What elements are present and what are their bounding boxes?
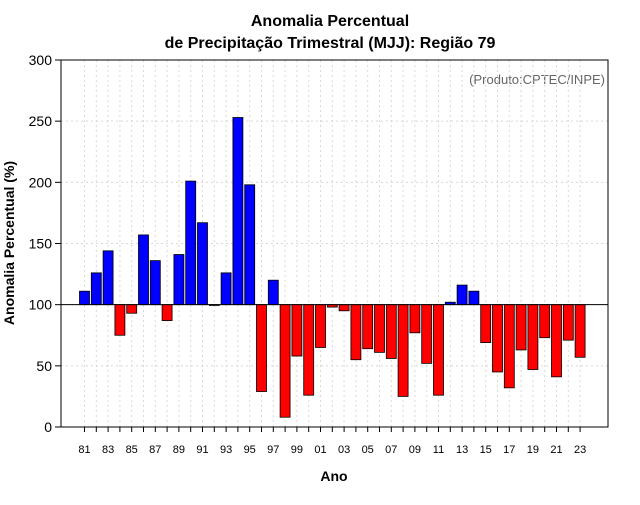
bar-87 [149,260,161,306]
bar-91 [197,222,208,306]
x-tick-label: 11 [433,444,444,456]
chart-subtitle: de Precipitação Trimestral (MJJ): Região… [165,35,496,52]
bar-89 [173,254,185,306]
bar-84 [114,304,126,336]
bar-07 [385,304,397,359]
bar-00 [303,304,315,396]
bar-22 [562,304,574,341]
bar-09 [409,304,421,334]
bar-21 [551,304,562,378]
x-tick-label: 05 [362,444,374,456]
x-tick-label: 13 [456,444,468,456]
x-tick-label: 93 [220,444,232,456]
y-axis-label: Anomalia Percentual (%) [1,161,17,325]
x-tick-label: 01 [314,444,326,456]
bar-04 [350,304,362,361]
x-tick-label: 99 [291,444,303,456]
bar-97 [267,279,279,306]
bar-98 [279,304,291,418]
bar-88 [161,304,173,321]
bar-11 [433,304,444,396]
bar-85 [126,304,138,314]
x-tick-label: 03 [338,444,350,456]
x-tick-label: 23 [574,444,586,456]
bar-81 [79,290,90,306]
x-axis-label: Ano [320,468,347,484]
y-tick-label: 300 [29,52,53,68]
x-tick-label: 81 [78,444,90,456]
x-tick-label: 09 [409,444,421,456]
x-tick-label: 21 [550,444,562,456]
bar-10 [421,304,433,364]
bar-95 [244,184,256,306]
bar-15 [480,304,492,343]
x-tick-label: 83 [102,444,114,456]
bar-93 [220,272,232,306]
x-tick-label: 07 [385,444,397,456]
bar-14 [468,290,480,306]
x-tick-label: 87 [149,444,161,456]
bar-86 [138,234,149,306]
bar-20 [539,304,551,339]
x-tick-label: 89 [173,444,185,456]
bar-16 [492,304,503,373]
bar-17 [503,304,515,389]
x-tick-label: 91 [196,444,208,456]
bar-83 [102,250,114,306]
bar-06 [374,304,385,353]
x-tick-label: 17 [503,444,515,456]
y-tick-label: 250 [29,113,53,129]
x-tick-label: 15 [480,444,492,456]
bars [79,117,586,418]
bar-19 [527,304,539,370]
y-tick-label: 200 [29,174,53,190]
bar-01 [315,304,326,348]
bar-99 [291,304,303,357]
y-tick-label: 100 [29,297,53,313]
bar-13 [456,284,468,306]
bar-03 [338,304,350,312]
x-tick-label: 85 [126,444,138,456]
y-tick-label: 150 [29,236,53,252]
source-note: (Produto:CPTEC/INPE) [469,72,605,87]
bar-90 [185,180,197,306]
bar-96 [256,304,267,392]
bar-94 [232,117,244,306]
bar-23 [574,304,586,358]
bar-18 [515,304,527,351]
bar-82 [90,272,102,306]
bar-08 [397,304,409,397]
y-tick-label: 0 [44,419,52,435]
bar-05 [362,304,374,350]
x-tick-label: 95 [244,444,256,456]
y-tick-label: 50 [36,358,52,374]
x-tick-label: 19 [527,444,539,456]
x-tick-label: 97 [267,444,279,456]
chart-title: Anomalia Percentual [251,13,409,30]
